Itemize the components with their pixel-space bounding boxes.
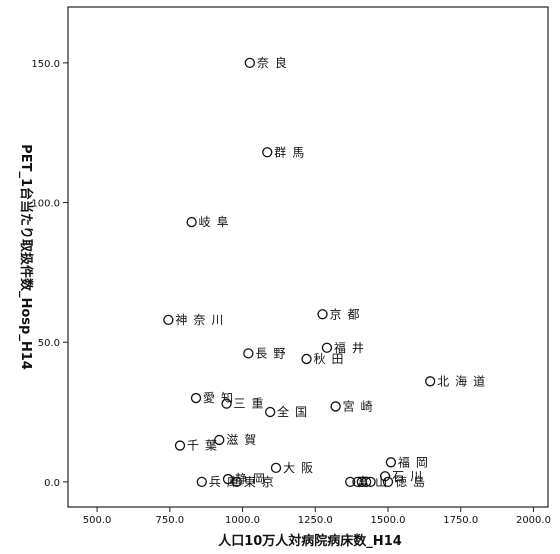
data-point [265, 406, 276, 418]
point-label: 北海道 [437, 373, 491, 388]
x-axis-label: 人口10万人対病院病床数_H14 [218, 533, 402, 549]
point-label: 静岡 [235, 472, 271, 486]
data-point [425, 376, 436, 387]
data-point [301, 353, 312, 365]
y-tick-label: 150.0 [31, 59, 60, 70]
data-point [385, 457, 397, 468]
y-tick-label: 50.0 [38, 338, 60, 349]
x-tick-label: 2000.0 [516, 515, 551, 526]
point-label: 滋賀 [226, 433, 262, 447]
point-label: 秋田 [314, 352, 350, 366]
point-label: 福岡 [398, 454, 434, 469]
data-point [190, 392, 202, 404]
data-point [221, 398, 232, 409]
data-point [174, 440, 186, 451]
point-label: 群馬 [274, 145, 310, 159]
point-label: 大阪 [283, 461, 319, 475]
point-label: 岐阜 [199, 215, 235, 229]
data-point [262, 147, 273, 158]
point-label: 兵庫 [209, 475, 245, 489]
y-axis-label: PET_1台当たり取扱件数_Hosp_H14 [18, 144, 34, 370]
point-label: 愛知 [203, 391, 239, 405]
data-point [163, 314, 174, 325]
plot-frame [67, 6, 549, 508]
data-point [382, 476, 394, 488]
data-point [186, 216, 197, 228]
x-tick-label: 1250.0 [298, 515, 333, 526]
data-point [196, 476, 207, 488]
x-tick-label: 1500.0 [371, 515, 406, 526]
data-point [270, 462, 282, 474]
x-tick-label: 500.0 [83, 515, 112, 526]
x-tick-label: 750.0 [155, 515, 184, 526]
point-label: 福井 [334, 340, 370, 355]
y-tick-label: 100.0 [31, 199, 60, 210]
point-label: 全国 [277, 404, 313, 419]
data-point [317, 309, 328, 320]
x-tick-label: 1750.0 [443, 515, 478, 526]
data-point [345, 476, 356, 488]
y-tick-label: 0.0 [44, 478, 60, 489]
axis-ticks: 500.0 750.0 1000.0 1250.0 1500.0 1750.0 2000.0… [31, 59, 551, 526]
point-label: 京都 [330, 307, 366, 321]
point-label: 徳島 [395, 474, 431, 489]
data-point [214, 434, 225, 446]
point-label: 三重 [234, 397, 270, 411]
data-point [243, 348, 254, 359]
x-tick-label: 1000.0 [225, 515, 260, 526]
point-label: 長野 [255, 346, 291, 360]
point-label: 千葉 [187, 439, 223, 453]
data-point [321, 342, 333, 353]
point-label: 宮崎 [343, 398, 379, 413]
point-label: 奈良 [257, 55, 293, 70]
point-label: 石川 [392, 469, 428, 483]
point-label: 東京 [244, 475, 280, 489]
data-point [361, 476, 372, 488]
data-point [379, 471, 391, 482]
data-point [330, 401, 341, 412]
data-point [231, 476, 242, 488]
data-point [365, 476, 376, 488]
point-label: 神奈川 [175, 313, 229, 327]
data-point [244, 57, 255, 69]
